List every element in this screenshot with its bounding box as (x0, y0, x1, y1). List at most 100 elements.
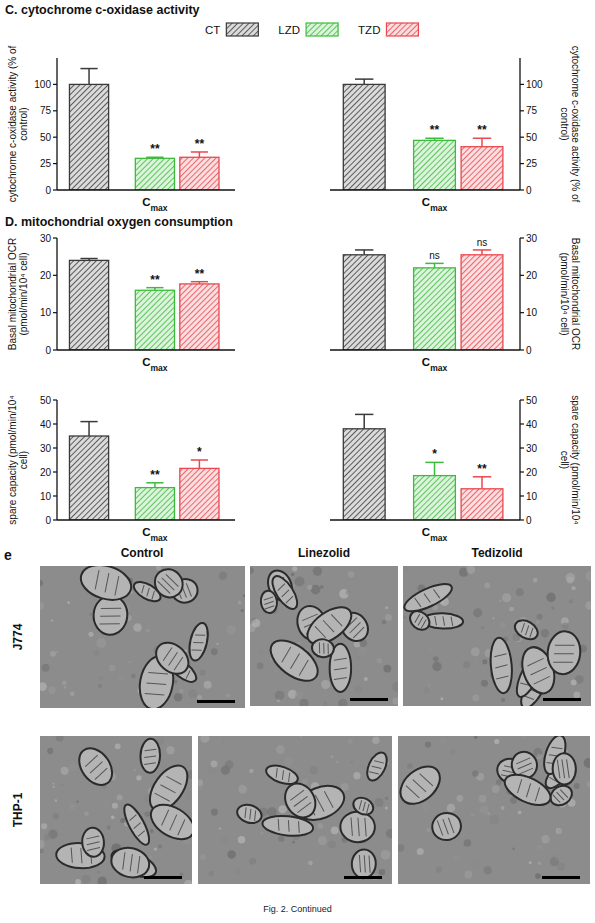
mito-crista (155, 791, 170, 802)
column-title: Control (121, 546, 164, 560)
mito-crista (517, 763, 532, 769)
category-main: C (142, 526, 150, 538)
y-tick-label: 0 (45, 185, 51, 196)
y-axis-title: cytochrome c-oxidase activity (% ofcontr… (559, 46, 581, 203)
y-tick-label: 75 (526, 105, 538, 116)
error-bar (355, 414, 373, 428)
texture (154, 847, 157, 850)
texture (424, 688, 430, 694)
texture (557, 863, 565, 871)
texture (308, 861, 313, 866)
y-tick (520, 189, 524, 190)
category-main: C (422, 526, 430, 538)
mito-crista (100, 622, 120, 626)
mito-crista (324, 791, 333, 809)
mito-crista (133, 823, 142, 829)
texture (40, 580, 43, 586)
annotations: *** (432, 447, 487, 475)
error-cap (146, 287, 163, 289)
mito-crista (424, 593, 430, 604)
mito-crista (253, 810, 258, 821)
error-cap (473, 249, 491, 251)
y-tick (53, 189, 57, 190)
mito-membrane (186, 621, 211, 662)
texture (499, 599, 501, 601)
mito-crista (167, 652, 179, 665)
error-cap (80, 421, 97, 423)
mitochondrion (430, 810, 464, 843)
annotations: *** (150, 445, 202, 482)
bar (180, 468, 219, 520)
mito-crista (161, 783, 176, 794)
row-title: THP-1 (11, 792, 25, 827)
mito-crista (519, 768, 534, 774)
texture (346, 590, 351, 595)
texture (48, 687, 55, 694)
y-tick (53, 110, 57, 111)
error-bar (146, 157, 163, 158)
mito-crista (368, 855, 371, 872)
texture (546, 593, 555, 602)
y-tick (520, 237, 524, 238)
error-cap (146, 157, 163, 159)
mito-crista (148, 671, 168, 676)
mito-crista (374, 759, 384, 765)
texture (442, 635, 447, 640)
mito-crista (315, 794, 324, 812)
texture (425, 741, 431, 747)
texture (338, 699, 347, 706)
y-axis-title: spare capacity (pmol/min/10⁴cell) (7, 395, 29, 524)
texture (249, 769, 254, 774)
mito-crista (434, 616, 436, 625)
texture (496, 780, 502, 786)
y-tick (53, 163, 57, 164)
error-cap (191, 151, 208, 153)
mitochondrion (149, 566, 188, 603)
texture (385, 796, 389, 800)
texture (211, 760, 218, 767)
texture (241, 609, 244, 612)
mito-membrane (120, 801, 154, 848)
legend-swatch (386, 23, 418, 36)
texture (472, 770, 479, 777)
legend-label: CT (205, 24, 220, 36)
mito-membrane (403, 579, 455, 617)
texture (516, 588, 524, 596)
y-tick (520, 349, 524, 350)
mito-crista (533, 676, 550, 684)
mito-crista (567, 759, 570, 778)
texture (480, 805, 489, 814)
mito-crista (406, 784, 419, 799)
texture (512, 848, 515, 851)
category-main: C (422, 356, 430, 368)
significance: ** (477, 462, 487, 476)
texture (55, 674, 59, 678)
y-tick-label: 0 (45, 515, 51, 526)
y-tick-label: 0 (526, 345, 532, 356)
mito-crista (315, 625, 326, 639)
bar (414, 268, 456, 350)
mito-membrane (261, 814, 314, 838)
error-cap (191, 281, 208, 283)
error-bar (473, 250, 491, 255)
texture (300, 736, 302, 737)
y-axis-title-line: cell) (18, 451, 29, 469)
mito-crista (524, 625, 531, 635)
mito-crista (334, 668, 347, 670)
mito-crista (551, 745, 562, 750)
marks (69, 69, 219, 190)
legend: CTLZDTZD (205, 23, 418, 36)
texture (472, 858, 482, 868)
bar (135, 158, 174, 190)
texture (529, 861, 532, 864)
bar (69, 436, 108, 520)
panel-letter: e (4, 547, 12, 563)
mito-crista (495, 665, 508, 668)
error-cap (146, 482, 163, 484)
y-tick-label: 20 (40, 270, 52, 281)
texture (377, 658, 383, 664)
mito-membrane (340, 811, 376, 843)
error-bar (80, 69, 97, 85)
mito-crista (100, 614, 120, 618)
mito-crista (372, 764, 382, 770)
